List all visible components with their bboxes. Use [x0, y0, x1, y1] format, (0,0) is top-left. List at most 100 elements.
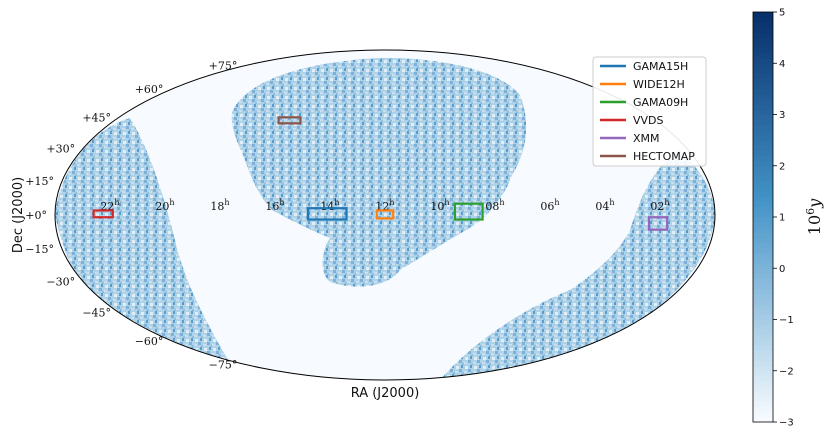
- dec-tick-label: −75°: [209, 358, 238, 371]
- colorbar-band: [753, 150, 773, 156]
- colorbar-band: [753, 186, 773, 192]
- colorbar-band: [753, 227, 773, 233]
- colorbar-band: [753, 170, 773, 177]
- colorbar-band: [753, 309, 773, 315]
- colorbar-band: [753, 165, 773, 172]
- colorbar-band: [753, 114, 773, 121]
- colorbar-band: [753, 99, 773, 105]
- colorbar-band: [753, 252, 773, 259]
- legend: GAMA15H WIDE12H GAMA09H VVDS XMM HECTOMAP: [592, 56, 707, 167]
- colorbar-band: [753, 119, 773, 126]
- colorbar-band: [753, 222, 773, 228]
- coverage-north: [231, 57, 527, 287]
- colorbar-band: [753, 191, 773, 197]
- colorbar-band: [753, 293, 773, 300]
- dec-tick-label: −30°: [46, 276, 75, 289]
- colorbar-band: [753, 176, 773, 182]
- colorbar-band: [753, 365, 773, 372]
- legend-entry: HECTOMAP: [633, 150, 695, 163]
- colorbar-band: [753, 329, 773, 336]
- colorbar-tick-label: 1: [779, 213, 785, 224]
- ra-tick-label: 10h: [430, 198, 449, 213]
- dec-tick-label: +0°: [25, 209, 47, 222]
- colorbar-band: [753, 401, 773, 408]
- colorbar-band: [753, 22, 773, 28]
- legend-entry: VVDS: [633, 114, 664, 127]
- field-box-gama09h: [453, 202, 484, 221]
- colorbar-band: [753, 53, 773, 59]
- dec-tick-label: −15°: [25, 243, 54, 256]
- colorbar-band: [753, 211, 773, 218]
- ra-tick-label: 06h: [540, 198, 559, 213]
- dec-tick-label: −60°: [135, 335, 164, 348]
- colorbar-band: [753, 27, 773, 33]
- colorbar-band: [753, 288, 773, 295]
- map-border: [54, 49, 716, 381]
- x-axis-label: RA (J2000): [351, 386, 420, 401]
- colorbar-band: [753, 360, 773, 367]
- dec-tick-label: −45°: [82, 307, 111, 320]
- colorbar-band: [753, 391, 773, 397]
- colorbar-band: [753, 340, 773, 346]
- colorbar-band: [753, 416, 773, 423]
- field-box-wide12h: [375, 209, 395, 220]
- colorbar-band: [753, 273, 773, 279]
- dec-tick-label: +45°: [82, 111, 111, 124]
- colorbar-band: [753, 258, 773, 264]
- colorbar-band: [753, 237, 773, 244]
- sky-map: [54, 49, 716, 381]
- dec-tick-label: +60°: [135, 83, 164, 96]
- field-box-xmm: [647, 216, 669, 231]
- colorbar-band: [753, 263, 773, 269]
- dec-tick-label: +15°: [25, 175, 54, 188]
- colorbar-band: [753, 124, 773, 131]
- colorbar-tick-label: 4: [779, 59, 785, 70]
- ra-tick-label: 16h: [265, 198, 284, 213]
- colorbar-band: [753, 12, 773, 18]
- colorbar-band: [753, 42, 773, 49]
- dec-tick-label: +30°: [46, 142, 75, 155]
- colorbar-band: [753, 345, 773, 351]
- colorbar-band: [753, 370, 773, 377]
- colorbar-band: [753, 58, 773, 64]
- colorbar-band: [753, 381, 773, 387]
- colorbar-band: [753, 314, 773, 320]
- dec-tick-labels: +75° +60° +45° +30° +15° +0° −15° −30° −45° −60° −…: [25, 60, 237, 372]
- colorbar-band: [753, 196, 773, 203]
- colorbar-band: [753, 268, 773, 274]
- colorbar-band: [753, 319, 773, 326]
- field-box-gama15h: [306, 207, 348, 221]
- field-box-vvds: [92, 209, 114, 219]
- colorbar-band: [753, 386, 773, 392]
- colorbar-band: [753, 63, 773, 69]
- colorbar-band: [753, 83, 773, 90]
- colorbar-band: [753, 78, 773, 85]
- colorbar-tick-label: 5: [779, 8, 785, 19]
- colorbar-band: [753, 17, 773, 23]
- colorbar-band: [753, 68, 773, 74]
- legend-entry: WIDE12H: [633, 78, 685, 91]
- colorbar-band: [753, 73, 773, 80]
- colorbar-band: [753, 247, 773, 254]
- colorbar-tick-label: −3: [779, 418, 794, 429]
- colorbar-tick-label: 2: [779, 161, 785, 172]
- legend-entry: GAMA15H: [633, 60, 688, 73]
- colorbar-band: [753, 32, 773, 39]
- colorbar-band: [753, 355, 773, 361]
- colorbar-band: [753, 278, 773, 285]
- ra-tick-label: 02h: [650, 198, 669, 213]
- colorbar-band: [753, 206, 773, 213]
- colorbar-band: [753, 109, 773, 115]
- colorbar-band: [753, 129, 773, 136]
- ra-tick-label: 20h: [155, 198, 174, 213]
- colorbar-band: [753, 299, 773, 305]
- colorbar-tick-label: −1: [779, 315, 794, 326]
- ra-tick-label: 18h: [210, 198, 229, 213]
- ra-tick-label: 14h: [320, 198, 339, 213]
- legend-entry: XMM: [633, 132, 660, 145]
- colorbar-band: [753, 334, 773, 341]
- colorbar-band: [753, 324, 773, 331]
- colorbar-band: [753, 350, 773, 356]
- colorbar-band: [753, 145, 773, 151]
- colorbar-tick-label: −2: [779, 366, 794, 377]
